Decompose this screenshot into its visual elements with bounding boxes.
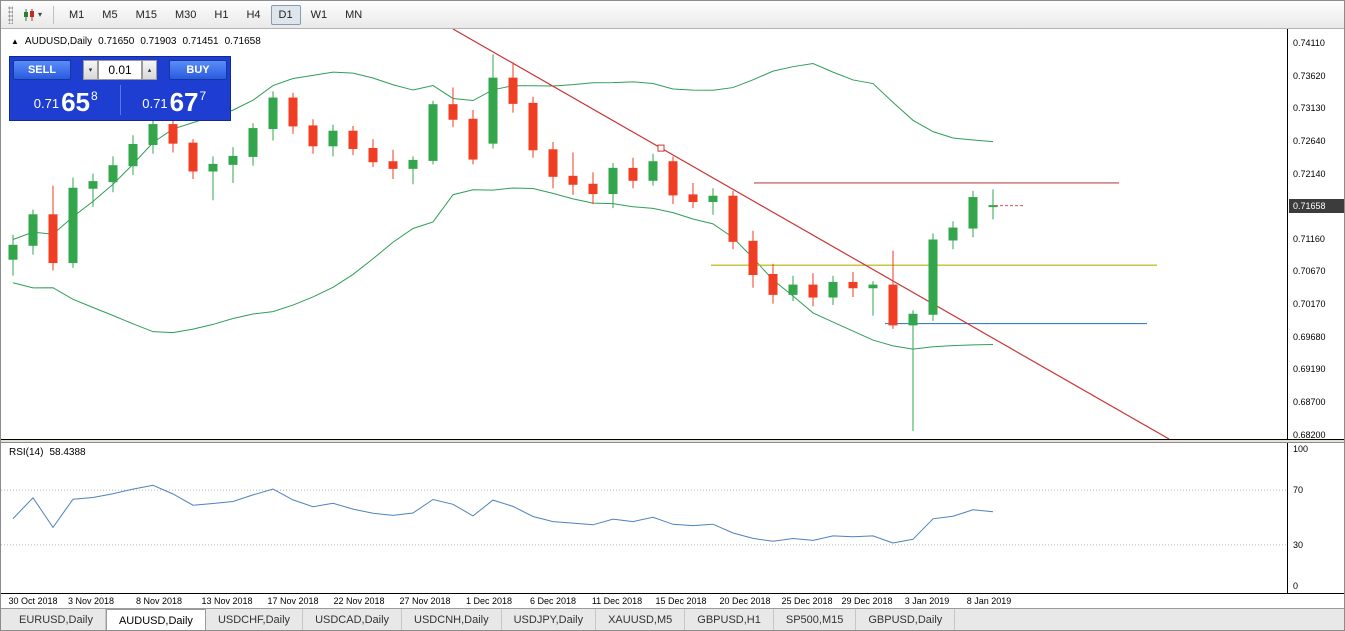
rsi-panel[interactable]: [1, 443, 1287, 593]
timeframe-button-d1[interactable]: D1: [270, 4, 301, 25]
rsi-axis: 100 70 30 0: [1287, 443, 1344, 593]
date-axis-label: 6 Dec 2018: [529, 596, 577, 606]
buy-price-big: 67: [169, 87, 199, 117]
date-axis-label: 3 Nov 2018: [67, 596, 115, 606]
sell-price-big: 65: [61, 87, 91, 117]
rsi-value: 58.4388: [49, 447, 86, 458]
sell-button[interactable]: SELL: [13, 60, 71, 80]
buy-price-main: 0.71: [142, 96, 168, 111]
sell-price-main: 0.71: [33, 96, 60, 111]
price-axis[interactable]: 0.71658 0.74110 0.73620 0.73130 0.72640 0.72…: [1287, 29, 1344, 441]
rsi-label: RSI(14) 58.4388: [9, 447, 86, 458]
price-axis-label: 0.72640: [1293, 135, 1326, 146]
price-axis-label: 0.71160: [1293, 233, 1325, 244]
price-axis-label: 0.73130: [1293, 103, 1326, 113]
date-axis-label: 8 Jan 2019: [966, 596, 1012, 606]
price-axis-label: 0.69680: [1293, 331, 1326, 342]
timeframe-button-m1[interactable]: M1: [69, 8, 85, 21]
price-axis-label: 0.68200: [1293, 430, 1326, 440]
timeframe-button-w1[interactable]: W1: [310, 8, 328, 21]
date-axis-label: 1 Dec 2018: [465, 596, 513, 606]
tab-usdcnh-daily[interactable]: USDCNH,Daily: [402, 609, 502, 630]
price-chart[interactable]: [1, 29, 1287, 441]
collapse-arrow-icon[interactable]: ▲: [11, 37, 19, 46]
caret-up-icon: ▴: [147, 67, 152, 74]
date-axis-label: 25 Dec 2018: [781, 596, 833, 606]
chart-type-button[interactable]: ▾: [17, 5, 47, 25]
price-axis-label: 0.70670: [1293, 266, 1326, 277]
timeframe-button-m30[interactable]: M30: [174, 8, 197, 21]
rsi-axis-label: 70: [1293, 485, 1304, 496]
rsi-name: RSI(14): [9, 447, 44, 458]
tab-usdcad-daily[interactable]: USDCAD,Daily: [303, 609, 403, 630]
volume-increase-button[interactable]: ▴: [142, 60, 157, 80]
current-price-badge: 0.71658: [1289, 198, 1344, 213]
sell-price-display: 0.71 65 8: [13, 83, 119, 117]
date-axis[interactable]: 30 Oct 2018 3 Nov 2018 8 Nov 2018 13 Nov 20…: [1, 593, 1344, 608]
volume-input[interactable]: 0.01: [98, 60, 142, 80]
timeframe-button-h1[interactable]: H1: [214, 8, 229, 21]
price-axis-label: 0.69190: [1293, 364, 1326, 375]
volume-decrease-button[interactable]: ▾: [83, 60, 98, 80]
toolbar-drag-handle[interactable]: [8, 5, 13, 24]
date-axis-label: 30 Oct 2018: [8, 596, 58, 606]
price-axis-label: 0.68700: [1293, 396, 1326, 407]
tab-gbpusd-h1[interactable]: GBPUSD,H1: [685, 609, 774, 630]
date-axis-label: 13 Nov 2018: [201, 596, 253, 606]
tab-usdjpy-daily[interactable]: USDJPY,Daily: [502, 609, 597, 630]
timeframe-toolbar: M1 M5 M15 M30 H1 H4 D1 W1 MN: [60, 4, 371, 25]
ohlc-close: 0.71658: [224, 36, 261, 47]
timeframe-button-m15[interactable]: M15: [135, 8, 157, 21]
ohlc-high: 0.71903: [140, 36, 177, 47]
toolbar-separator: [53, 5, 55, 24]
price-axis-label: 0.70170: [1293, 299, 1326, 310]
rsi-axis-label: 0: [1293, 581, 1299, 591]
rsi-axis-label: 30: [1293, 539, 1304, 550]
rsi-axis-label: 100: [1293, 444, 1309, 454]
tab-xauusd-m5[interactable]: XAUUSD,M5: [596, 609, 686, 630]
chart-area: ▲ AUDUSD,Daily 0.71650 0.71903 0.71451 0…: [1, 29, 1344, 608]
one-click-trading-panel: SELL ▾ 0.01 ▴ BUY 0.71 65 8 0.71 67 7: [9, 56, 231, 121]
ohlc-low: 0.71451: [182, 36, 219, 47]
tab-gbpusd-daily[interactable]: GBPUSD,Daily: [856, 609, 956, 630]
date-axis-label: 11 Dec 2018: [591, 596, 643, 606]
volume-control: ▾ 0.01 ▴: [83, 60, 157, 80]
price-axis-label: 0.72140: [1293, 168, 1326, 179]
panel-splitter[interactable]: [1, 439, 1344, 443]
timeframe-button-mn[interactable]: MN: [345, 8, 363, 21]
price-axis-label: 0.73620: [1293, 70, 1326, 81]
tab-audusd-daily[interactable]: AUDUSD,Daily: [105, 609, 206, 630]
timeframe-button-m5[interactable]: M5: [102, 8, 118, 21]
buy-button[interactable]: BUY: [169, 60, 227, 80]
price-axis-label: 0.74110: [1293, 38, 1325, 48]
timeframe-button-h4[interactable]: H4: [246, 8, 261, 21]
toolbar: ▾ M1 M5 M15 M30 H1 H4 D1 W1 MN: [1, 1, 1344, 29]
chart-ohlc-header: ▲ AUDUSD,Daily 0.71650 0.71903 0.71451 0…: [11, 36, 261, 47]
dropdown-caret-icon: ▾: [38, 10, 43, 19]
tab-sp500-m15[interactable]: SP500,M15: [774, 609, 857, 630]
ohlc-open: 0.71650: [98, 36, 135, 47]
date-axis-label: 27 Nov 2018: [399, 596, 451, 606]
price-divider: [119, 85, 121, 115]
date-axis-label: 22 Nov 2018: [333, 596, 385, 606]
chart-tab-bar: EURUSD,Daily AUDUSD,Daily USDCHF,Daily USDC…: [1, 608, 1344, 630]
date-axis-label: 8 Nov 2018: [135, 596, 183, 606]
candlestick-chart-icon: [24, 8, 34, 21]
sell-price-sup: 8: [91, 89, 98, 103]
chart-symbol-label: AUDUSD,Daily: [24, 36, 93, 47]
date-axis-label: 3 Jan 2019: [904, 596, 950, 606]
date-axis-label: 20 Dec 2018: [719, 596, 771, 606]
buy-price-sup: 7: [199, 89, 207, 103]
date-axis-label: 15 Dec 2018: [655, 596, 707, 606]
tab-eurusd-daily[interactable]: EURUSD,Daily: [7, 609, 106, 630]
date-axis-label: 29 Dec 2018: [841, 596, 893, 606]
tab-usdchf-daily[interactable]: USDCHF,Daily: [206, 609, 304, 630]
caret-down-icon: ▾: [88, 67, 93, 74]
date-axis-label: 17 Nov 2018: [267, 596, 319, 606]
buy-price-display: 0.71 67 7: [122, 83, 228, 117]
